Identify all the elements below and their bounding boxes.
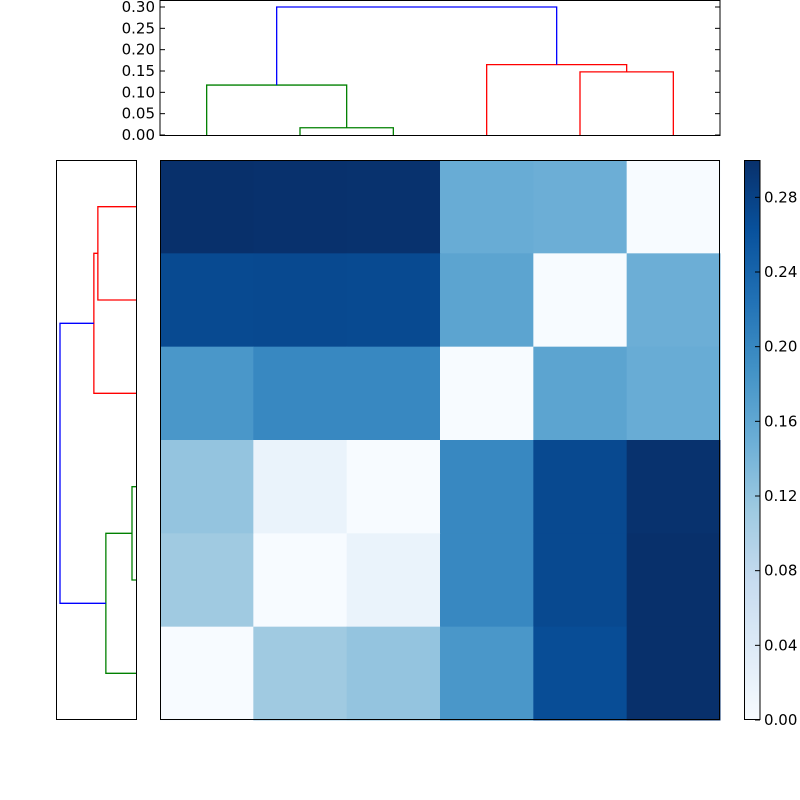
y-tick-label: 0.30 bbox=[122, 0, 155, 16]
dendrogram-link bbox=[579, 71, 674, 135]
top-dendrogram-y-axis: 0.00 0.05 0.10 0.15 0.20 0.25 0.30 bbox=[122, 0, 720, 144]
heatmap-cell bbox=[533, 440, 628, 534]
heatmap-cell bbox=[626, 440, 721, 534]
heatmap-cell bbox=[160, 160, 254, 254]
left-dendrogram-frame bbox=[56, 160, 137, 720]
colorbar-frame bbox=[744, 160, 761, 720]
heatmap-cell bbox=[160, 253, 254, 348]
colorbar: 0.00 0.04 0.08 0.12 0.16 0.20 0.24 0.28 bbox=[744, 160, 797, 729]
y-tick-label: 0.00 bbox=[122, 126, 155, 144]
heatmap-cell bbox=[160, 533, 254, 628]
dendrogram-link bbox=[486, 63, 628, 135]
dendrogram-link bbox=[59, 322, 106, 604]
top-dendrogram-frame bbox=[159, 0, 721, 136]
heatmap-cell bbox=[533, 160, 628, 254]
heatmap-cell bbox=[253, 253, 348, 348]
heatmap-cell bbox=[440, 346, 534, 441]
y-tick-label: 0.15 bbox=[122, 62, 155, 80]
heatmap-cell bbox=[533, 626, 628, 721]
colorbar-gradient bbox=[744, 160, 760, 720]
left-dendrogram bbox=[56, 160, 137, 720]
heatmap-cell bbox=[533, 533, 628, 628]
y-tick-label: 0.05 bbox=[122, 105, 155, 123]
top-dendrogram: 0.00 0.05 0.10 0.15 0.20 0.25 0.30 bbox=[122, 0, 721, 144]
colorbar-tick-label: 0.00 bbox=[764, 711, 797, 729]
heatmap-cell bbox=[253, 626, 348, 721]
y-tick-label: 0.25 bbox=[122, 19, 155, 37]
dendrogram-link bbox=[97, 206, 136, 301]
heatmap-cell bbox=[160, 440, 254, 534]
y-tick-label: 0.10 bbox=[122, 83, 155, 101]
dendrogram-link bbox=[299, 127, 394, 135]
heatmap-cell bbox=[346, 626, 441, 721]
dendrogram-link bbox=[93, 252, 136, 394]
heatmap-cell bbox=[346, 346, 441, 441]
colorbar-tick-label: 0.20 bbox=[764, 338, 797, 356]
heatmap-cell bbox=[626, 346, 721, 441]
heatmap-cell bbox=[533, 253, 628, 348]
heatmap-cell bbox=[346, 440, 441, 534]
heatmap-cell bbox=[440, 533, 534, 628]
heatmap-frame bbox=[160, 160, 720, 720]
colorbar-tick-label: 0.08 bbox=[764, 562, 797, 580]
heatmap-cell bbox=[346, 160, 441, 254]
heatmap-cell bbox=[626, 253, 721, 348]
heatmap-cell bbox=[626, 160, 721, 254]
heatmap-cell bbox=[253, 160, 348, 254]
heatmap-cell bbox=[253, 346, 348, 441]
heatmap-cell bbox=[253, 533, 348, 628]
heatmap-cell bbox=[626, 533, 721, 628]
colorbar-tick-label: 0.24 bbox=[764, 263, 797, 281]
heatmap-cell bbox=[346, 533, 441, 628]
colorbar-tick-label: 0.04 bbox=[764, 636, 797, 654]
left-dendrogram-links bbox=[59, 206, 136, 674]
heatmap-cell bbox=[346, 253, 441, 348]
colorbar-ticks: 0.00 0.04 0.08 0.12 0.16 0.20 0.24 0.28 bbox=[755, 188, 797, 729]
heatmap-cells bbox=[160, 160, 721, 721]
dendrogram-link bbox=[276, 6, 558, 86]
heatmap-cell bbox=[160, 346, 254, 441]
heatmap-cell bbox=[626, 626, 721, 721]
heatmap-cell bbox=[253, 440, 348, 534]
heatmap-cell bbox=[160, 626, 254, 721]
colorbar-tick-label: 0.16 bbox=[764, 412, 797, 430]
y-tick-label: 0.20 bbox=[122, 41, 155, 59]
top-dendrogram-links bbox=[206, 6, 674, 135]
heatmap-cell bbox=[440, 253, 534, 348]
dendrogram-link bbox=[131, 486, 136, 581]
heatmap-cell bbox=[533, 346, 628, 441]
heatmap-cell bbox=[440, 440, 534, 534]
heatmap bbox=[160, 160, 721, 721]
heatmap-cell bbox=[440, 626, 534, 721]
colorbar-tick-label: 0.28 bbox=[764, 188, 797, 206]
heatmap-cell bbox=[440, 160, 534, 254]
colorbar-tick-label: 0.12 bbox=[764, 487, 797, 505]
